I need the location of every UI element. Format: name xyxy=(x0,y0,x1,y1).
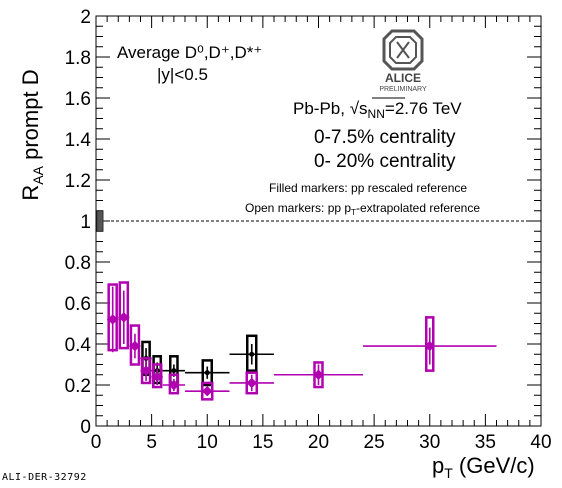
x-tick-label: 20 xyxy=(308,432,329,453)
data-marker xyxy=(205,370,210,375)
data-marker xyxy=(203,387,212,396)
species-annotation: Average D⁰,D⁺,D*⁺ xyxy=(117,43,262,62)
legend-centrality-0-20: 0- 20% centrality xyxy=(314,151,456,172)
collision-system-nn: NN xyxy=(368,107,385,121)
note-open-markers-post: -extrapolated reference xyxy=(356,201,480,215)
y-tick-label: 1.2 xyxy=(65,171,91,192)
collision-system-energy: =2.76 TeV xyxy=(385,99,462,118)
data-marker xyxy=(247,378,256,387)
note-filled-markers: Filled markers: pp rescaled reference xyxy=(269,181,467,195)
y-tick-label: 0 xyxy=(80,417,91,438)
y-axis-label-rest: prompt D xyxy=(18,69,43,166)
figure-id: ALI-DER-32792 xyxy=(2,472,87,483)
plot-layer: 0 5 10 15 20 25 30 35 40 0 0.2 0.4 0.6 0.8 1 1.2 1.4 1.6 1… xyxy=(65,7,552,453)
normalization-uncertainty-box xyxy=(97,211,103,232)
y-tick-label: 0.2 xyxy=(65,376,91,397)
collision-system-prefix: Pb-Pb, xyxy=(293,99,350,118)
data-marker xyxy=(171,368,176,373)
logo-preliminary: PRELIMINARY xyxy=(379,86,427,93)
x-tick-label: 40 xyxy=(530,432,551,453)
y-tick-label: 1.8 xyxy=(65,48,91,69)
y-tick-label: 1.6 xyxy=(65,89,91,110)
y-tick-label: 2 xyxy=(80,7,91,28)
note-open-markers: Open markers: pp pT-extrapolated referen… xyxy=(245,201,480,217)
rapidity-annotation: |y|<0.5 xyxy=(157,65,208,84)
logo-name: ALICE xyxy=(385,71,421,85)
x-tick-label: 30 xyxy=(419,432,440,453)
x-tick-label: 35 xyxy=(475,432,496,453)
y-tick-label: 0.4 xyxy=(65,335,92,356)
y-axis-label: RAA prompt D xyxy=(18,69,46,200)
y-tick-label: 0.6 xyxy=(65,294,91,315)
y-axis-label-main: R xyxy=(18,185,43,201)
x-axis-label-main: p xyxy=(432,453,444,478)
note-open-markers-pre: Open markers: pp p xyxy=(245,201,351,215)
y-axis-label-sub: AA xyxy=(30,165,46,184)
y-tick-label: 1.4 xyxy=(65,130,92,151)
collision-system-s: s xyxy=(359,99,368,118)
legend-centrality-0-7-5: 0-7.5% centrality xyxy=(314,127,456,148)
x-axis-label: pT (GeV/c) xyxy=(432,453,535,481)
series-0-7-5-centrality xyxy=(107,283,496,400)
alice-logo: ALICE PRELIMINARY xyxy=(379,31,427,93)
x-tick-label: 0 xyxy=(91,432,102,453)
x-tick-label: 5 xyxy=(146,432,157,453)
x-tick-label: 15 xyxy=(252,432,273,453)
collision-system: Pb-Pb, √sNN=2.76 TeV xyxy=(293,99,462,121)
y-tick-label: 0.8 xyxy=(65,253,91,274)
y-tick-label: 1 xyxy=(80,212,91,233)
x-axis-label-unit: (GeV/c) xyxy=(453,453,535,478)
data-marker xyxy=(249,352,254,357)
x-tick-label: 10 xyxy=(197,432,218,453)
x-tick-label: 25 xyxy=(364,432,385,453)
